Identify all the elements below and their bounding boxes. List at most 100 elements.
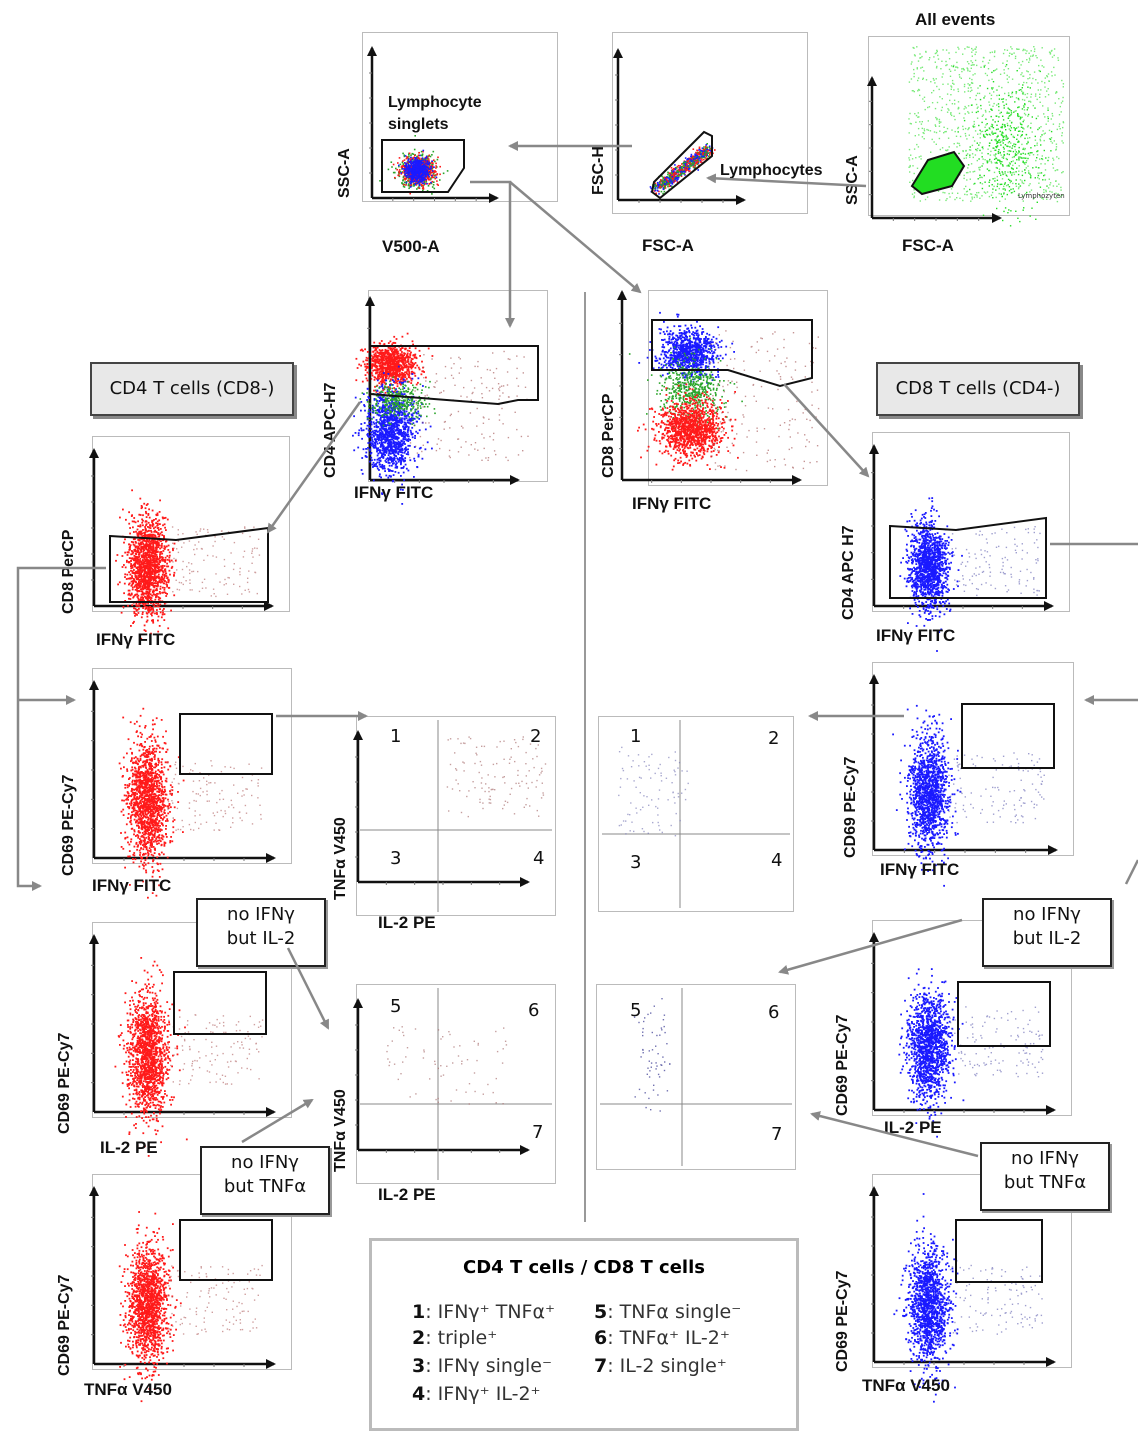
event-dot [1052,159,1055,161]
event-dot [1002,155,1005,158]
event-dot [401,354,403,357]
event-dot [394,351,397,353]
event-dot [998,116,1000,118]
event-dot [950,88,952,90]
event-dot [1034,145,1036,147]
event-dot [1010,192,1013,194]
event-dot [1024,179,1026,182]
event-dot [964,113,966,115]
event-dot [655,192,657,195]
event-dot [920,57,922,59]
event-dot [394,363,396,365]
event-dot [1003,126,1006,128]
event-dot [376,409,379,411]
event-dot [702,149,705,151]
event-dot [406,360,409,363]
event-dot [1056,200,1059,203]
event-dot [401,371,403,374]
event-dot [393,409,396,411]
event-dot [1029,77,1031,79]
event-dot [1036,57,1038,59]
event-dot [953,115,955,117]
event-dot [379,371,381,374]
event-dot [981,115,984,117]
event-dot [965,185,967,188]
event-dot [414,362,417,364]
event-dot [1051,49,1053,52]
event-dot [1051,142,1054,144]
event-dot [674,168,677,170]
event-dot [977,106,979,108]
event-dot [698,152,701,155]
plot-frame [612,32,808,214]
event-dot [363,363,366,366]
event-dot [1014,143,1017,146]
event-dot [1056,156,1058,158]
event-dot [401,161,404,164]
event-dot [379,366,382,369]
event-dot [378,355,380,357]
event-dot [999,73,1002,75]
event-dot [974,48,976,50]
event-dot [998,192,1000,195]
event-dot [381,365,383,368]
event-dot [654,183,657,186]
event-dot [698,155,701,158]
event-dot [963,157,965,160]
event-dot [995,89,998,91]
event-dot [1055,192,1057,194]
event-dot [409,168,411,170]
event-dot [670,167,673,169]
event-dot [990,160,992,163]
event-dot [668,178,671,180]
event-dot [692,148,695,150]
event-dot [659,179,662,181]
event-dot [381,466,383,469]
event-dot [990,139,993,141]
event-dot [1009,129,1012,132]
event-dot [1051,75,1053,77]
event-dot [997,141,999,143]
event-dot [391,390,393,393]
event-dot [410,359,413,362]
event-dot [389,340,392,343]
event-dot [392,437,395,440]
event-dot [413,161,415,164]
event-dot [997,103,1000,105]
event-dot [426,157,429,160]
event-dot [415,357,418,360]
fsch-gate [650,130,713,200]
event-dot [915,157,917,159]
event-dot [378,411,381,414]
event-dot [929,57,931,59]
event-dot [415,157,418,159]
event-dot [400,367,403,370]
event-dot [978,158,980,160]
event-dot [393,462,395,465]
event-dot [1061,172,1063,174]
event-dot [364,348,366,351]
event-dot [1030,96,1032,98]
event-dot [425,178,427,181]
event-dot [655,185,658,188]
event-dot [980,176,982,178]
event-dot [939,96,941,98]
event-dot [1030,177,1032,179]
event-dot [1046,198,1048,200]
event-dot [409,354,412,356]
event-dot [1009,109,1011,111]
event-dot [431,193,433,195]
event-dot [698,164,700,166]
event-dot [996,145,998,148]
event-dot [673,168,676,171]
event-dot [1038,182,1040,184]
event-dot [950,188,953,190]
event-dot [919,57,921,59]
event-dot [1042,198,1044,200]
event-dot [382,448,385,450]
event-dot [1030,101,1032,103]
event-dot [966,194,968,196]
event-dot [396,366,399,369]
event-dot [908,132,910,134]
event-dot [383,354,386,357]
